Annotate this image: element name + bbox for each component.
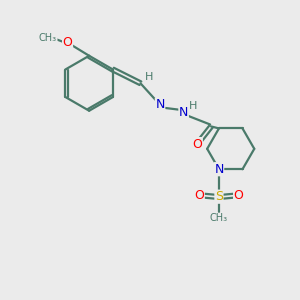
Text: S: S (215, 190, 223, 203)
Text: H: H (145, 72, 154, 82)
Text: N: N (155, 98, 165, 111)
Text: CH₃: CH₃ (39, 33, 57, 43)
Text: N: N (179, 106, 188, 119)
Text: O: O (194, 189, 204, 202)
Text: H: H (189, 101, 198, 111)
Text: CH₃: CH₃ (210, 213, 228, 223)
Text: N: N (214, 163, 224, 176)
Text: O: O (192, 138, 202, 151)
Text: O: O (234, 189, 244, 202)
Text: O: O (63, 35, 73, 49)
